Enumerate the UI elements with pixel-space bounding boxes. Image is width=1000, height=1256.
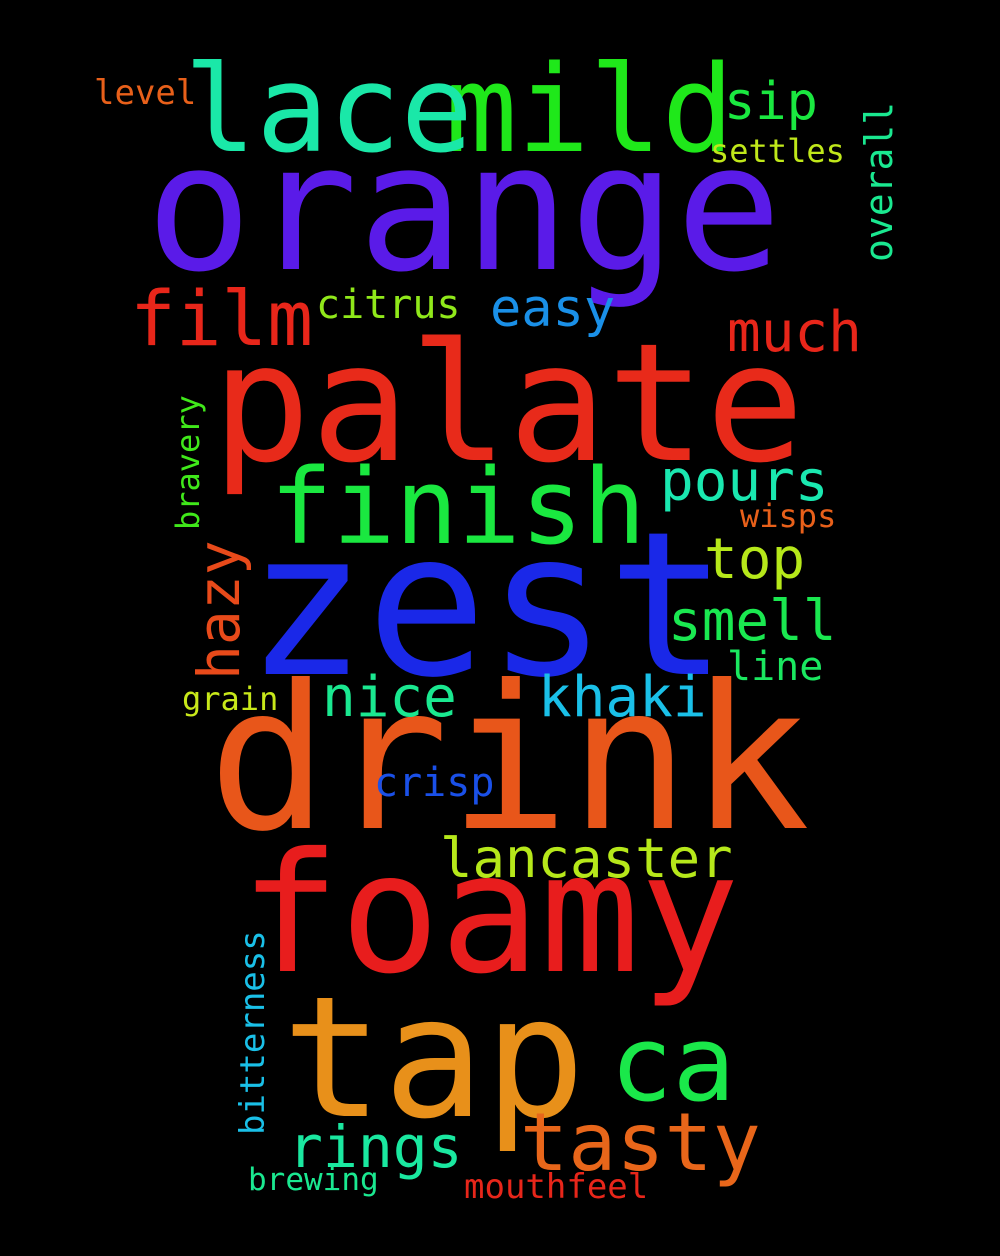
word-much: much: [727, 300, 862, 365]
word-wisps: wisps: [740, 497, 837, 535]
word-citrus: citrus: [316, 282, 461, 328]
word-sip: sip: [724, 72, 818, 132]
word-top: top: [704, 527, 806, 592]
word-finish: finish: [270, 446, 646, 568]
word-mouthfeel: mouthfeel: [464, 1167, 649, 1207]
word-lace: lace: [184, 41, 473, 180]
word-pours: pours: [660, 449, 829, 514]
word-tasty: tasty: [520, 1096, 761, 1189]
word-bravery: bravery: [169, 395, 207, 530]
word-zest: zest: [246, 489, 728, 722]
word-mild: mild: [445, 41, 734, 180]
word-drink: drink: [208, 643, 811, 876]
word-brewing: brewing: [248, 1162, 379, 1198]
word-palate: palate: [212, 308, 805, 499]
word-grain: grain: [182, 680, 279, 718]
word-ca: ca: [610, 1003, 736, 1125]
word-hazy: hazy: [185, 540, 253, 680]
word-lancaster: lancaster: [440, 827, 733, 890]
word-easy: easy: [490, 279, 616, 339]
word-khaki: khaki: [538, 665, 707, 730]
word-smell: smell: [668, 589, 837, 654]
word-settles: settles: [710, 132, 845, 170]
word-nice: nice: [322, 665, 457, 730]
word-level: level: [94, 73, 197, 113]
word-rings: rings: [288, 1113, 463, 1181]
word-bitterness: bitterness: [233, 930, 273, 1135]
word-orange: orange: [146, 106, 782, 311]
word-overall: overall: [857, 101, 901, 262]
word-film: film: [130, 274, 314, 363]
word-foamy: foamy: [240, 818, 740, 1011]
word-tap: tap: [282, 960, 586, 1156]
word-crisp: crisp: [374, 760, 495, 806]
word-line: line: [727, 644, 824, 690]
